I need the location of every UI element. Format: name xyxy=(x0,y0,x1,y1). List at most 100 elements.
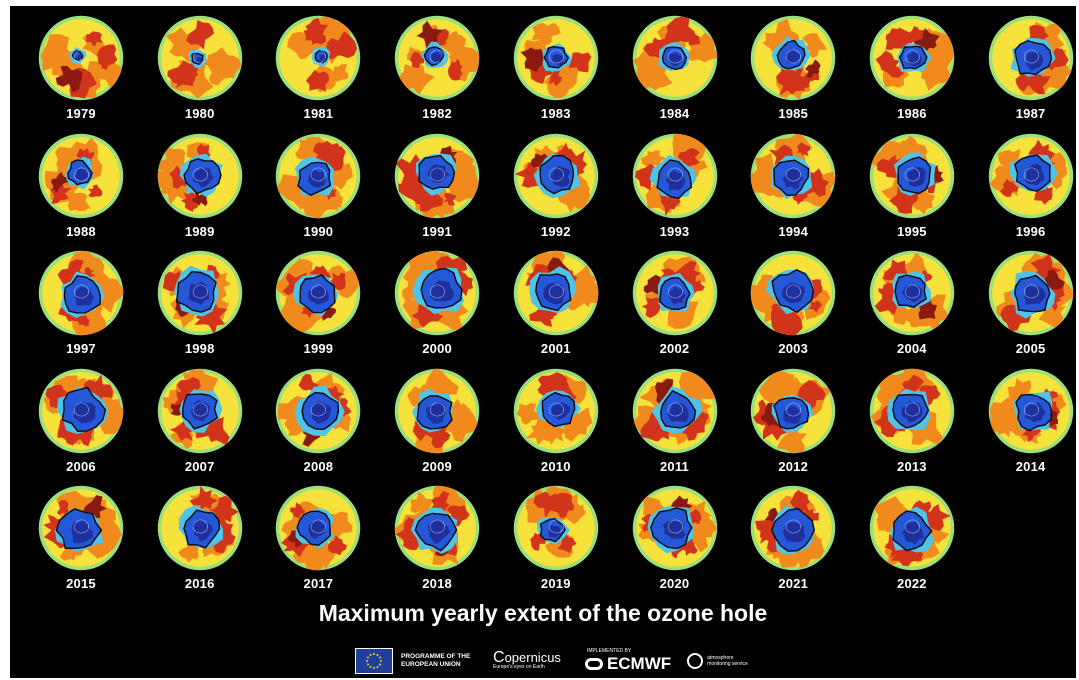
polar-ozone-map-icon xyxy=(38,250,124,336)
ozone-map-1993: 1993 xyxy=(620,132,730,250)
copernicus-tagline: Europe's eyes on Earth xyxy=(493,664,545,670)
polar-ozone-map-icon xyxy=(38,15,124,101)
year-label: 1989 xyxy=(184,223,215,239)
ozone-map-1980: 1980 xyxy=(145,14,255,132)
polar-ozone-map-icon xyxy=(157,485,242,571)
polar-ozone-map-icon xyxy=(988,133,1073,218)
ecmwf-logo: ECMWF xyxy=(584,654,672,674)
ozone-map-2020: 2020 xyxy=(620,484,730,602)
infographic: 1979 1980 1981 1982 1983 1984 1985 1986 1987 1988… xyxy=(10,6,1076,678)
ozone-map-1994: 1994 xyxy=(738,132,848,250)
ozone-map-2010: 2010 xyxy=(501,367,611,485)
ozone-map-1983: 1983 xyxy=(501,14,611,132)
cams-line2: monitoring service xyxy=(707,661,748,667)
polar-ozone-map-icon xyxy=(38,368,124,453)
ozone-map-grid: 1979 1980 1981 1982 1983 1984 1985 1986 1987 1988… xyxy=(10,6,1076,596)
year-label: 2012 xyxy=(778,458,809,474)
polar-ozone-map-icon xyxy=(394,485,480,571)
eu-programme-line1: PROGRAMME OF THE xyxy=(401,653,471,660)
polar-ozone-map-icon xyxy=(513,15,599,101)
year-label: 1980 xyxy=(184,106,215,121)
polar-ozone-map-icon xyxy=(157,15,242,101)
copernicus-wordmark: opernicus xyxy=(504,650,561,665)
ozone-map-2003: 2003 xyxy=(738,249,848,367)
year-label: 2010 xyxy=(540,458,571,474)
polar-ozone-map-icon xyxy=(632,368,717,453)
year-label: 2002 xyxy=(659,341,690,356)
eu-programme-label: PROGRAMME OF THE EUROPEAN UNION xyxy=(401,653,479,669)
year-label: 1986 xyxy=(897,106,927,121)
ozone-map-1987: 1987 xyxy=(976,14,1076,132)
infographic-title: Maximum yearly extent of the ozone hole xyxy=(318,600,768,626)
polar-ozone-map-icon xyxy=(513,250,599,336)
ecmwf-wordmark: ECMWF xyxy=(606,654,672,673)
ozone-map-1991: 1991 xyxy=(382,132,492,250)
ozone-map-1990: 1990 xyxy=(263,132,373,250)
ozone-map-1992: 1992 xyxy=(501,132,611,250)
year-label: 1995 xyxy=(897,223,927,239)
ozone-map-2012: 2012 xyxy=(738,367,848,485)
year-label: 1997 xyxy=(66,341,96,356)
polar-ozone-map-icon xyxy=(394,250,480,336)
polar-ozone-map-icon xyxy=(632,133,717,218)
polar-ozone-map-icon xyxy=(276,250,361,336)
polar-ozone-map-icon xyxy=(750,250,836,336)
year-label: 2014 xyxy=(1015,458,1046,474)
polar-ozone-map-icon xyxy=(869,485,955,571)
ozone-map-2013: 2013 xyxy=(857,367,967,485)
ozone-map-2021: 2021 xyxy=(738,484,848,602)
year-label: 1979 xyxy=(66,106,96,121)
ozone-map-2005: 2005 xyxy=(976,249,1076,367)
polar-ozone-map-icon xyxy=(750,15,836,101)
ozone-map-2000: 2000 xyxy=(382,249,492,367)
ozone-map-2017: 2017 xyxy=(263,484,373,602)
year-label: 2013 xyxy=(897,458,927,474)
polar-ozone-map-icon xyxy=(869,368,955,453)
ozone-map-2014: 2014 xyxy=(976,367,1076,485)
year-label: 2003 xyxy=(778,341,809,356)
year-label: 1983 xyxy=(540,106,571,121)
polar-ozone-map-icon xyxy=(988,250,1073,336)
year-label: 1987 xyxy=(1015,106,1046,121)
polar-ozone-map-icon xyxy=(750,368,836,453)
year-label: 2019 xyxy=(540,576,571,591)
year-label: 1981 xyxy=(303,106,334,121)
ozone-map-2015: 2015 xyxy=(26,484,136,602)
cams-line1: atmosphere xyxy=(707,655,734,661)
polar-ozone-map-icon xyxy=(988,368,1073,453)
polar-ozone-map-icon xyxy=(157,250,242,336)
year-label: 2021 xyxy=(778,576,809,591)
ozone-map-1984: 1984 xyxy=(620,14,730,132)
year-label: 2022 xyxy=(897,576,927,591)
polar-ozone-map-icon xyxy=(157,133,242,218)
polar-ozone-map-icon xyxy=(750,485,836,571)
ozone-map-1995: 1995 xyxy=(857,132,967,250)
year-label: 2018 xyxy=(422,576,452,591)
year-label: 1991 xyxy=(422,223,452,239)
ozone-map-1989: 1989 xyxy=(145,132,255,250)
ozone-map-2018: 2018 xyxy=(382,484,492,602)
ozone-map-1981: 1981 xyxy=(263,14,373,132)
year-label: 2016 xyxy=(184,576,215,591)
polar-ozone-map-icon xyxy=(157,368,242,453)
polar-ozone-map-icon xyxy=(276,485,361,571)
polar-ozone-map-icon xyxy=(276,133,361,218)
ozone-map-2008: 2008 xyxy=(263,367,373,485)
ozone-map-1998: 1998 xyxy=(145,249,255,367)
year-label: 2015 xyxy=(66,576,96,591)
polar-ozone-map-icon xyxy=(632,485,717,571)
year-label: 2017 xyxy=(303,576,334,591)
polar-ozone-map-icon xyxy=(869,15,955,101)
ozone-map-2022: 2022 xyxy=(857,484,967,602)
ozone-map-1986: 1986 xyxy=(857,14,967,132)
polar-ozone-map-icon xyxy=(513,485,599,571)
ozone-map-1997: 1997 xyxy=(26,249,136,367)
polar-ozone-map-icon xyxy=(513,133,599,218)
logo-bar: PROGRAMME OF THE EUROPEAN UNION Copernic… xyxy=(355,648,748,674)
ozone-map-1982: 1982 xyxy=(382,14,492,132)
ozone-map-2016: 2016 xyxy=(145,484,255,602)
year-label: 1984 xyxy=(659,106,690,121)
polar-ozone-map-icon xyxy=(276,368,361,453)
polar-ozone-map-icon xyxy=(869,133,955,218)
ozone-map-2011: 2011 xyxy=(620,367,730,485)
